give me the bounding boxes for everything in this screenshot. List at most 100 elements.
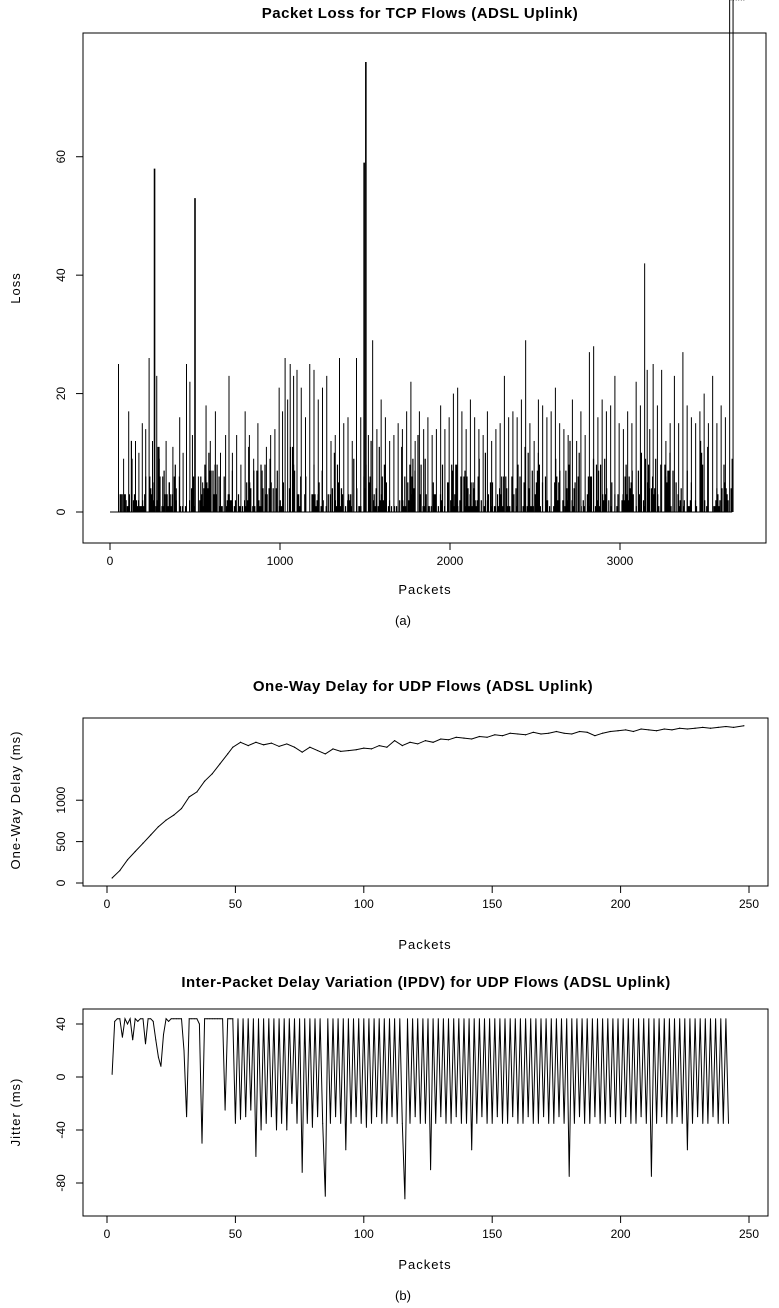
jitter-point [625, 1116, 627, 1118]
delay-point [432, 741, 434, 743]
jitter-point [635, 1122, 637, 1124]
jitter-point [175, 1018, 177, 1020]
y-tick-label: 20 [54, 387, 68, 401]
jitter-point [594, 1116, 596, 1118]
jitter-point [286, 1129, 288, 1131]
x-axis: 0 50 100 150 200 250 [104, 885, 759, 911]
delay-point [119, 869, 121, 872]
jitter-point [483, 1018, 485, 1020]
jitter-point [476, 1122, 478, 1124]
jitter-point [517, 1122, 519, 1124]
packet-loss-chart: Packet Loss for TCP Flows (ADSL Uplink) … [8, 0, 767, 628]
jitter-point [437, 1018, 439, 1020]
delay-point [578, 730, 581, 733]
jitter-point [709, 1018, 711, 1020]
delay-point [501, 735, 504, 737]
y-axis: -80 -40 0 40 [54, 1017, 84, 1192]
jitter-point [561, 1018, 563, 1020]
y-tick-label: 0 [54, 1073, 68, 1080]
jitter-point [139, 1018, 141, 1020]
jitter-point [409, 1122, 411, 1124]
jitter-point [609, 1116, 611, 1118]
jitter-point [142, 1018, 144, 1020]
jitter-point [697, 1116, 699, 1118]
jitter-point [566, 1018, 568, 1020]
jitter-point [412, 1018, 414, 1020]
jitter-point [299, 1018, 301, 1020]
jitter-point [491, 1122, 493, 1124]
one-way-delay-chart: One-Way Delay for UDP Flows (ADSL Uplink… [8, 678, 769, 952]
jitter-point [132, 1039, 134, 1041]
delay-point [663, 728, 665, 730]
jitter-point [137, 1020, 139, 1022]
jitter-point [674, 1018, 676, 1020]
jitter-point [522, 1122, 524, 1124]
jitter-point [314, 1018, 316, 1020]
jitter-point [543, 1116, 545, 1118]
jitter-point [658, 1018, 660, 1020]
jitter-point [432, 1018, 434, 1020]
delay-point [316, 749, 319, 752]
jitter-point [733, 0, 735, 1]
chart-title: Inter-Packet Delay Variation (IPDV) for … [181, 974, 670, 991]
x-tick-label: 3000 [607, 554, 634, 568]
x-tick-label: 2000 [437, 554, 464, 568]
jitter-point [157, 1056, 159, 1058]
jitter-point [630, 1122, 632, 1124]
jitter-point [638, 1018, 640, 1020]
jitter-point [550, 1018, 552, 1020]
jitter-point [589, 1122, 591, 1124]
delay-line [111, 725, 744, 879]
jitter-point [240, 1118, 242, 1120]
jitter-point [424, 1122, 426, 1124]
jitter-point [281, 1122, 283, 1124]
x-axis-label: Packets [398, 1257, 451, 1272]
jitter-point [527, 1116, 529, 1118]
jitter-point [684, 1018, 686, 1020]
delay-point [571, 733, 573, 735]
jitter-point [525, 1018, 527, 1020]
jitter-point [471, 1149, 473, 1151]
delay-point [563, 732, 565, 734]
jitter-point [381, 1122, 383, 1124]
jitter-point [453, 1018, 455, 1020]
jitter-point [388, 1018, 390, 1020]
jitter-point [183, 1050, 185, 1051]
jitter-point [365, 1126, 367, 1128]
delay-point [188, 796, 190, 798]
jitter-point [376, 1116, 378, 1118]
jitter-point [127, 1023, 129, 1025]
jitter-point [150, 1018, 152, 1020]
jitter-point [427, 1018, 429, 1020]
delay-point [440, 738, 442, 740]
jitter-point [617, 1018, 619, 1020]
jitter-point [730, 0, 732, 1]
delay-point [409, 741, 411, 743]
x-tick-label: 150 [482, 1227, 502, 1241]
jitter-point [468, 1018, 470, 1020]
jitter-point [165, 1018, 167, 1020]
delay-point [640, 728, 642, 730]
x-tick-label: 0 [107, 554, 114, 568]
jitter-point [545, 1018, 547, 1020]
jitter-point [234, 1122, 236, 1124]
jitter-point [666, 1122, 668, 1124]
jitter-point [504, 1018, 506, 1020]
delay-point [309, 746, 311, 748]
jitter-point [204, 1018, 206, 1020]
delay-point [709, 727, 712, 729]
jitter-point [121, 1036, 123, 1038]
delay-point [617, 730, 619, 732]
jitter-point [273, 1018, 275, 1020]
jitter-point [258, 1018, 260, 1020]
delay-point [424, 740, 427, 742]
loss-spikes [110, 0, 734, 513]
jitter-point [686, 1149, 688, 1151]
delay-point [671, 729, 673, 731]
delay-point [517, 733, 519, 735]
jitter-point [581, 1018, 583, 1020]
jitter-point [478, 1018, 480, 1020]
jitter-point [514, 1018, 516, 1020]
y-axis: 0 500 1000 [54, 787, 84, 886]
